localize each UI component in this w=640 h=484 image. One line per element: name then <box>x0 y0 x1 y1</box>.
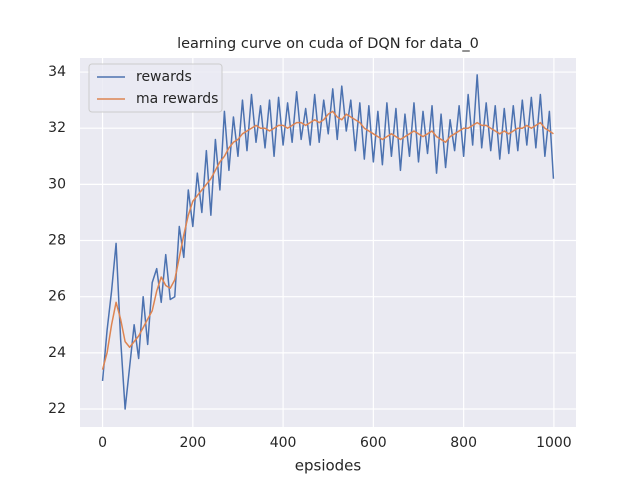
series-line <box>101 74 555 410</box>
x-tick-label: 1000 <box>536 435 572 451</box>
y-tick-label: 32 <box>48 120 66 136</box>
legend-label: rewards <box>136 69 192 85</box>
y-tick-label: 22 <box>48 401 66 417</box>
y-tick-label: 24 <box>48 345 66 361</box>
x-tick-label: 800 <box>450 435 477 451</box>
series-line <box>101 110 554 370</box>
x-tick-label: 400 <box>270 435 297 451</box>
x-tick-label: 200 <box>179 435 206 451</box>
chart-title: learning curve on cuda of DQN for data_0 <box>177 36 479 52</box>
x-axis-label: epsiodes <box>295 457 362 475</box>
y-tick-label: 30 <box>48 176 66 192</box>
y-tick-label: 26 <box>48 289 66 305</box>
y-tick-label: 34 <box>48 64 66 80</box>
plot-area <box>80 58 576 427</box>
y-tick-label: 28 <box>48 233 66 249</box>
x-tick-label: 600 <box>360 435 387 451</box>
legend-label: ma rewards <box>136 91 218 107</box>
legend-box <box>88 63 223 113</box>
x-tick-label: 0 <box>98 435 107 451</box>
